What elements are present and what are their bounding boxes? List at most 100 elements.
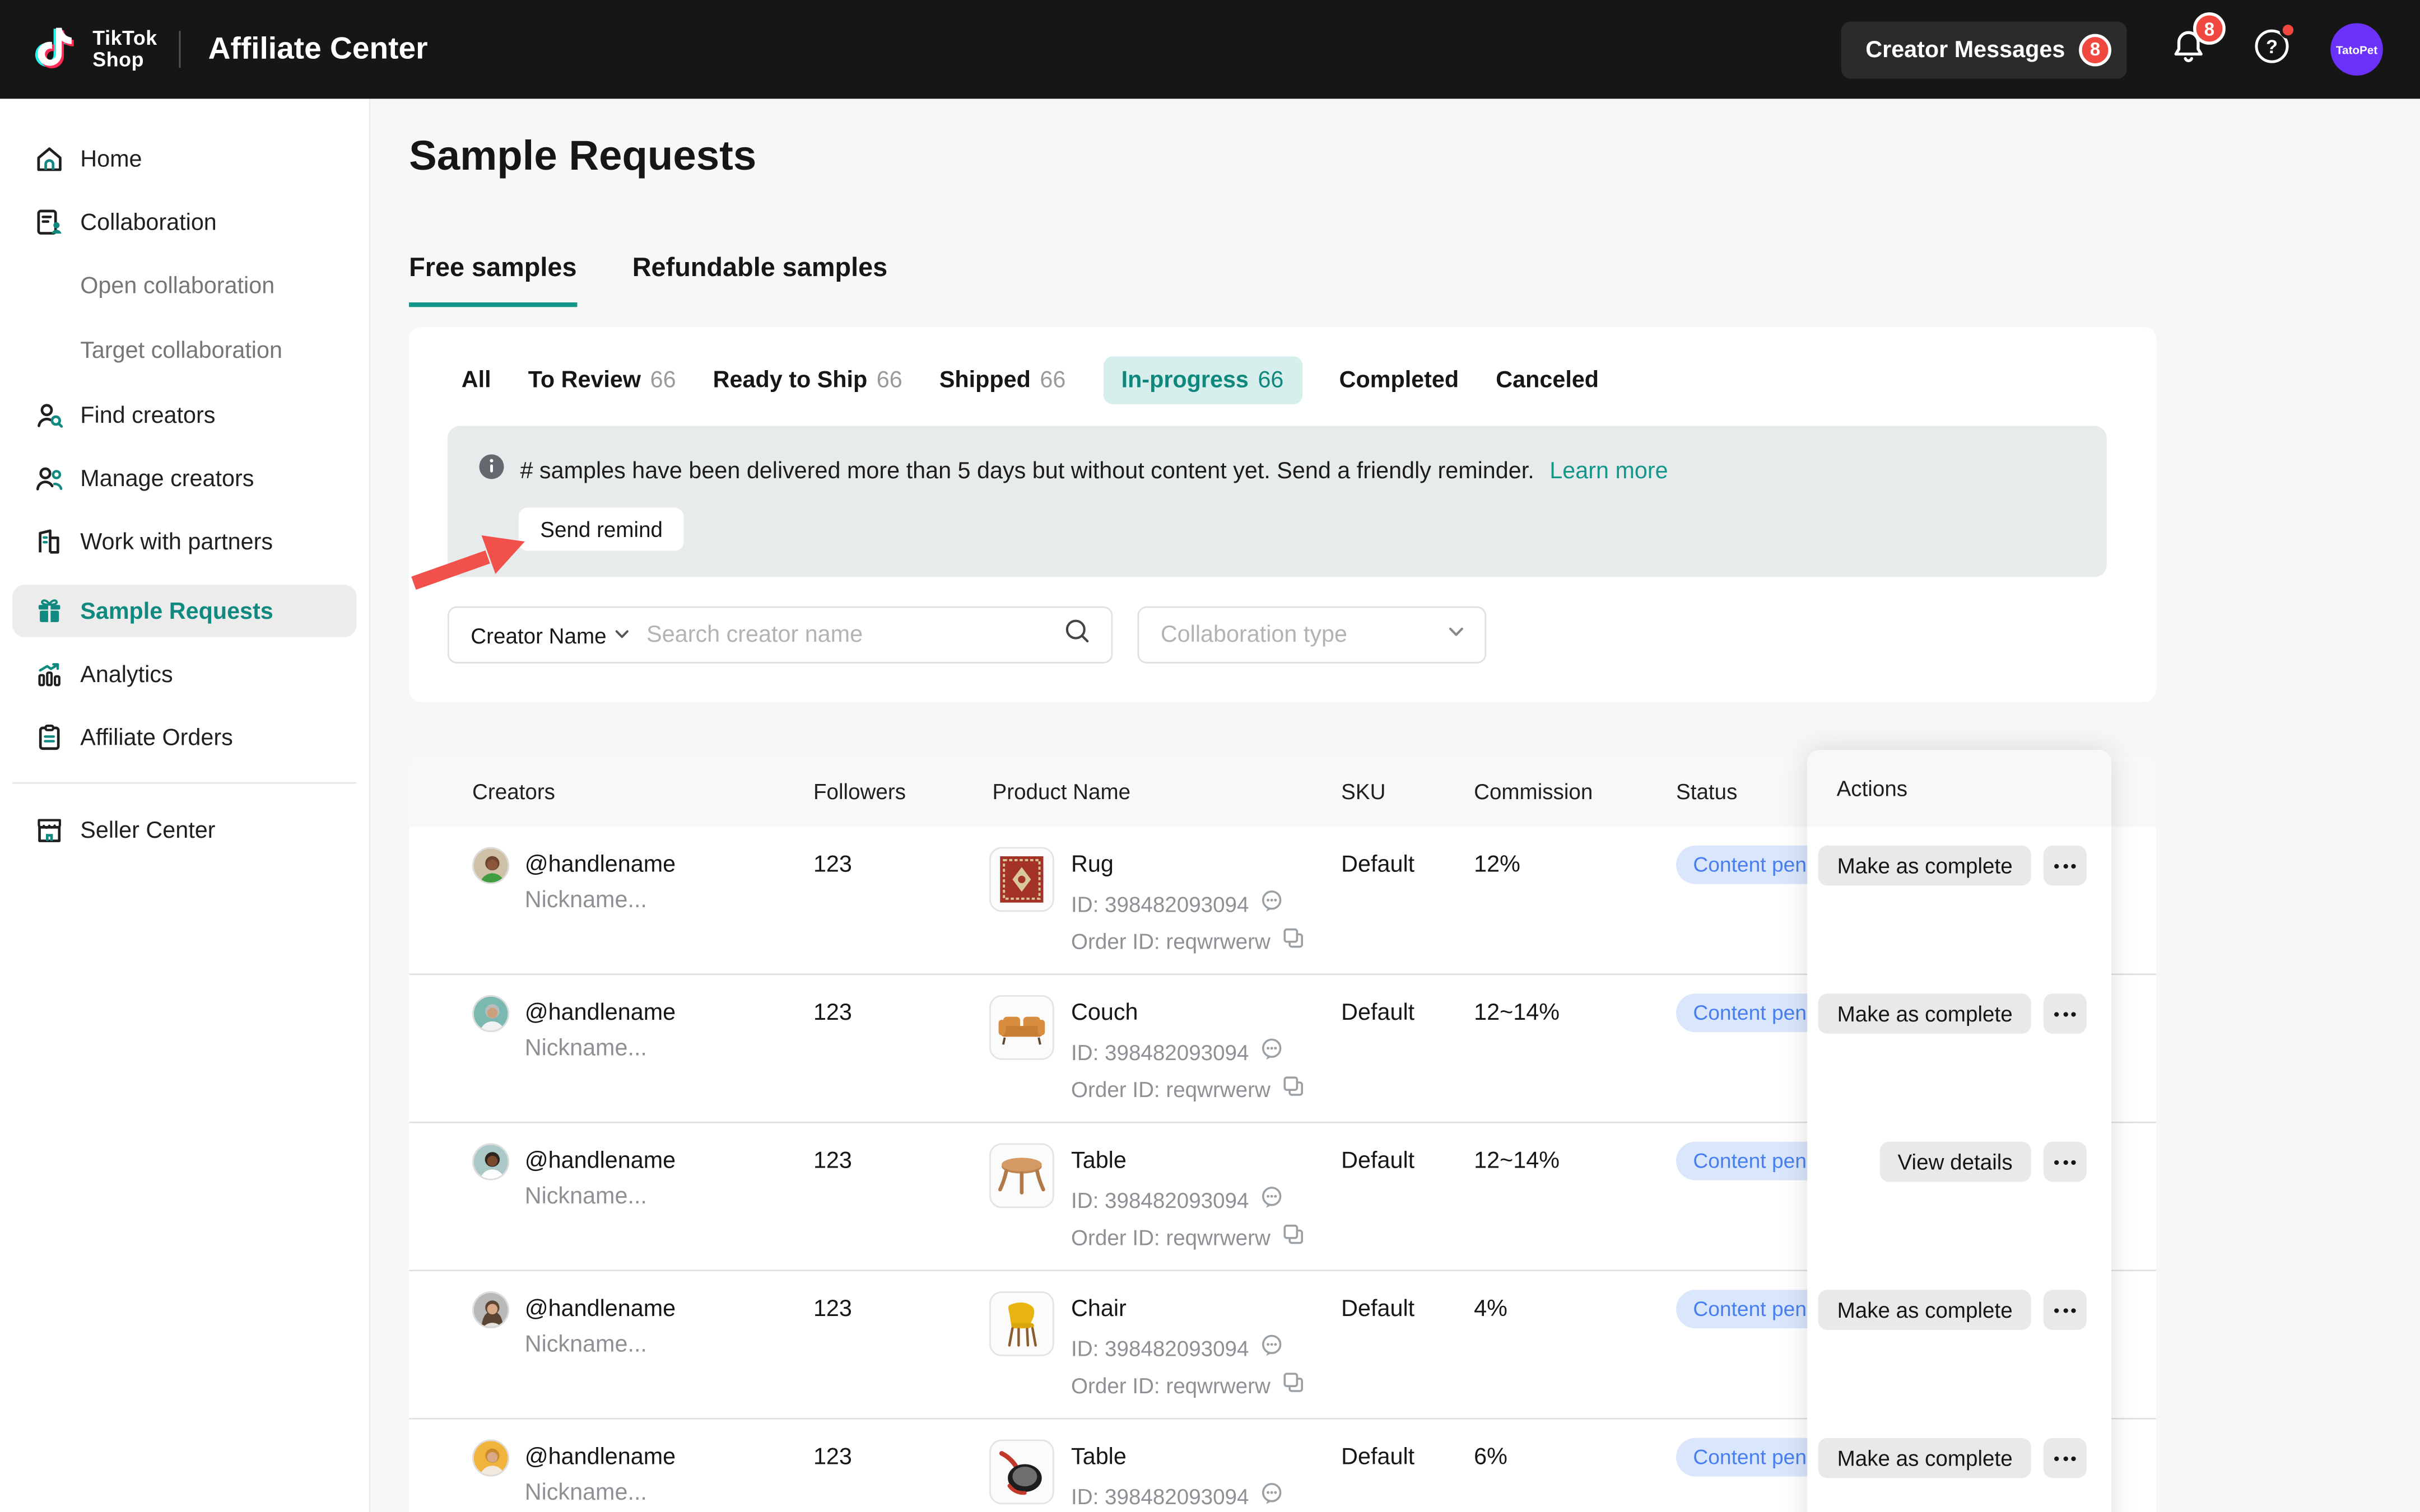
search-field-selector[interactable]: Creator Name [471,623,631,647]
creator-avatar [472,847,510,884]
more-actions-button[interactable] [2043,993,2087,1034]
notifications-badge: 8 [2193,12,2226,45]
comment-bubble-icon[interactable] [1260,889,1285,918]
more-actions-button[interactable] [2043,1290,2087,1330]
commission-value: 4% [1474,1296,1507,1323]
sidebar-item-target-collaboration[interactable]: Target collaboration [80,338,282,365]
chevron-down-icon [613,623,631,647]
chevron-down-icon [1446,621,1467,649]
creator-handle[interactable]: @handlename [524,1444,676,1471]
collaboration-type-select[interactable]: Collaboration type [1137,606,1487,664]
more-actions-button[interactable] [2043,1141,2087,1182]
sidebar-item-work-with-partners[interactable]: Work with partners [12,521,356,562]
col-followers: Followers [813,779,906,804]
sku-value: Default [1341,1444,1415,1471]
creator-handle[interactable]: @handlename [524,1296,676,1323]
product-name[interactable]: Table [1071,1147,1127,1174]
sidebar-item-affiliate-orders[interactable]: Affiliate Orders [12,717,356,758]
work-with-partners-icon [34,526,65,557]
copy-icon[interactable] [1281,1222,1306,1251]
product-name[interactable]: Rug [1071,851,1114,878]
send-remind-button[interactable]: Send remind [518,507,685,551]
creator-messages-button[interactable]: Creator Messages 8 [1841,21,2127,78]
chip-completed[interactable]: Completed [1339,367,1459,394]
product-name[interactable]: Table [1071,1444,1127,1471]
chip-to-review[interactable]: To Review 66 [528,367,676,394]
creator-handle[interactable]: @handlename [524,1000,676,1026]
sidebar-item-find-creators[interactable]: Find creators [12,395,356,435]
sample-type-tabs: Free samples Refundable samples [409,253,2420,307]
sidebar-item-sample-requests[interactable]: Sample Requests [12,585,357,637]
make-as-complete-button[interactable]: Make as complete [1818,1438,2031,1478]
chip-in-progress[interactable]: In-progress 66 [1102,356,1302,404]
comment-bubble-icon[interactable] [1260,1481,1285,1510]
commission-value: 12% [1474,851,1520,878]
status-filter-chips: All To Review 66 Ready to Ship 66 Shipped 6… [409,327,2156,404]
row-actions: Make as complete [1807,975,2111,1123]
creator-search-field: Creator Name [447,606,1113,664]
product-image-table [989,1143,1054,1208]
followers-count: 123 [813,1147,852,1174]
product-image-couch [989,995,1054,1060]
col-creators: Creators [472,779,555,804]
more-actions-button[interactable] [2043,1438,2087,1478]
order-id-line: Order ID: reqwrwerw [1071,1074,1306,1103]
row-actions: Make as complete [1807,1271,2111,1419]
help-button[interactable]: ? [2238,16,2306,83]
more-actions-button[interactable] [2043,845,2087,886]
chip-ready-to-ship[interactable]: Ready to Ship 66 [713,367,902,394]
search-filter-row: Creator Name Collaboration type [447,606,2156,664]
product-id-line: ID: 398482093094 [1071,1037,1285,1066]
col-commission: Commission [1474,779,1593,804]
sidebar-item-seller-center[interactable]: Seller Center [12,810,356,850]
notifications-button[interactable]: 8 [2154,12,2226,83]
make-as-complete-button[interactable]: Make as complete [1818,845,2031,886]
learn-more-link[interactable]: Learn more [1549,457,1668,484]
comment-bubble-icon[interactable] [1260,1333,1285,1362]
sidebar-item-home[interactable]: Home [12,139,356,179]
comment-bubble-icon[interactable] [1260,1185,1285,1214]
followers-count: 123 [813,851,852,878]
tab-free-samples[interactable]: Free samples [409,253,577,307]
product-id-line: ID: 398482093094 [1071,1185,1285,1214]
creator-handle[interactable]: @handlename [524,1147,676,1174]
row-actions: View details [1807,1123,2111,1271]
creator-avatar [472,1439,510,1477]
copy-icon[interactable] [1281,1370,1306,1399]
sidebar-item-manage-creators[interactable]: Manage creators [12,458,356,498]
tiktok-shop-logo[interactable]: TikTok Shop [34,25,157,74]
svg-text:?: ? [2266,36,2278,57]
make-as-complete-button[interactable]: Make as complete [1818,993,2031,1034]
sku-value: Default [1341,1147,1415,1174]
row-actions: Make as complete [1807,827,2111,975]
copy-icon[interactable] [1281,1074,1306,1103]
chip-canceled[interactable]: Canceled [1496,367,1599,394]
status-badge: Content pendi [1676,993,1843,1033]
creator-nickname: Nickname... [524,1480,647,1506]
commission-value: 6% [1474,1444,1507,1471]
view-details-button[interactable]: Make as complete [1818,1290,2031,1330]
chip-all[interactable]: All [461,367,491,394]
sidebar-item-analytics[interactable]: Analytics [12,654,356,694]
chip-shipped[interactable]: Shipped 66 [939,367,1066,394]
creator-avatar [472,1143,510,1180]
order-id-line: Order ID: reqwrwerw [1071,1370,1306,1399]
help-icon: ? [2252,25,2292,73]
product-name[interactable]: Couch [1071,1000,1138,1026]
account-avatar[interactable]: TatoPet [2330,23,2383,76]
manage-creators-icon [34,463,65,494]
view-details-button[interactable]: View details [1879,1141,2031,1182]
sidebar-item-collaboration[interactable]: Collaboration [12,202,356,242]
comment-bubble-icon[interactable] [1260,1037,1285,1066]
product-name[interactable]: Chair [1071,1296,1127,1323]
creator-nickname: Nickname... [524,887,647,914]
copy-icon[interactable] [1281,926,1306,955]
tab-refundable-samples[interactable]: Refundable samples [632,253,888,283]
commission-value: 12~14% [1474,1147,1560,1174]
analytics-icon [34,659,65,689]
search-input[interactable] [646,622,1062,648]
red-annotation-arrow [411,535,525,590]
search-icon[interactable] [1062,615,1093,654]
sidebar-item-open-collaboration[interactable]: Open collaboration [80,273,275,300]
creator-handle[interactable]: @handlename [524,851,676,878]
